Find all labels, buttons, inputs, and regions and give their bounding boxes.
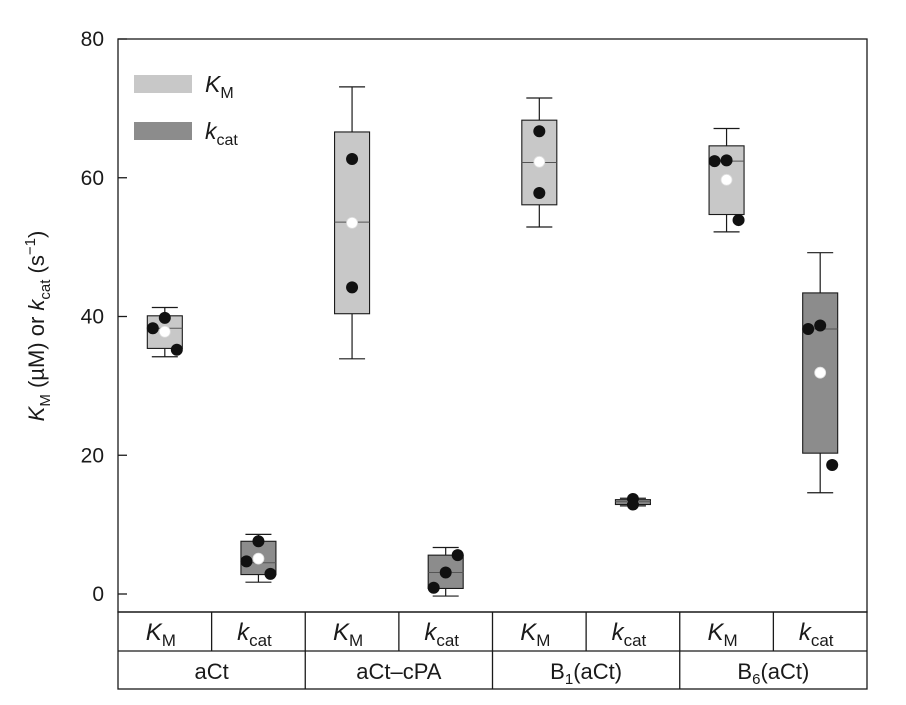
data-point bbox=[533, 125, 546, 138]
box-k-cat bbox=[802, 252, 839, 494]
mean-marker bbox=[814, 366, 827, 379]
series-column-label: KM bbox=[146, 619, 176, 650]
plot-frame bbox=[117, 38, 868, 613]
group-label: aCt bbox=[195, 659, 229, 684]
data-point bbox=[146, 322, 159, 335]
series-column-label: KM bbox=[333, 619, 363, 650]
mean-marker bbox=[346, 216, 358, 229]
y-tick-label: 20 bbox=[81, 444, 104, 467]
data-point bbox=[708, 155, 721, 168]
group-label: B1(aCt) bbox=[550, 659, 622, 688]
data-point bbox=[826, 458, 839, 471]
group-label: aCt–cPA bbox=[356, 659, 442, 684]
box-k-cat bbox=[240, 533, 277, 583]
legend-swatch-k-m bbox=[134, 75, 192, 93]
data-point bbox=[427, 581, 440, 594]
series-column-label: kcat bbox=[424, 619, 459, 650]
mean-marker bbox=[158, 325, 171, 338]
mean-marker bbox=[533, 155, 546, 168]
series-column-label: kcat bbox=[799, 619, 834, 650]
box-k-m bbox=[334, 86, 371, 360]
data-point bbox=[346, 281, 359, 294]
legend: KM kcat bbox=[134, 71, 238, 149]
group-label: B6(aCt) bbox=[737, 659, 809, 688]
box-k-m bbox=[708, 127, 745, 233]
box-k-m bbox=[146, 306, 183, 358]
y-tick-label: 60 bbox=[81, 167, 104, 190]
data-point bbox=[252, 535, 265, 548]
data-point bbox=[346, 153, 359, 166]
mean-marker bbox=[252, 552, 265, 565]
data-point bbox=[451, 549, 464, 562]
data-point bbox=[170, 343, 183, 356]
box-k-cat bbox=[614, 492, 651, 511]
series-column-label: KM bbox=[707, 619, 737, 650]
y-tick-label: 80 bbox=[81, 28, 104, 51]
data-point bbox=[814, 319, 827, 332]
box-k-m bbox=[521, 97, 558, 228]
series-column-label: kcat bbox=[612, 619, 647, 650]
data-point bbox=[802, 322, 815, 335]
y-axis: 0 20 40 60 80 bbox=[81, 28, 127, 606]
data-point bbox=[533, 187, 546, 200]
series-column-label: KM bbox=[520, 619, 550, 650]
series-column-label: kcat bbox=[237, 619, 272, 650]
data-point bbox=[158, 311, 171, 324]
y-tick-label: 0 bbox=[92, 583, 104, 606]
data-point bbox=[240, 555, 253, 568]
boxes-layer bbox=[146, 86, 839, 597]
data-point bbox=[732, 214, 745, 227]
data-point bbox=[264, 567, 277, 580]
y-axis-label: KM (µM) or kcat (s−1) bbox=[22, 231, 54, 422]
data-point bbox=[439, 566, 452, 579]
legend-label: kcat bbox=[205, 118, 238, 149]
legend-swatch-k-cat bbox=[134, 122, 192, 140]
y-tick-label: 40 bbox=[81, 306, 104, 329]
data-point bbox=[720, 154, 733, 167]
legend-label: KM bbox=[205, 71, 234, 102]
data-point bbox=[626, 498, 639, 511]
box-k-cat bbox=[427, 546, 464, 597]
mean-marker bbox=[720, 173, 733, 186]
